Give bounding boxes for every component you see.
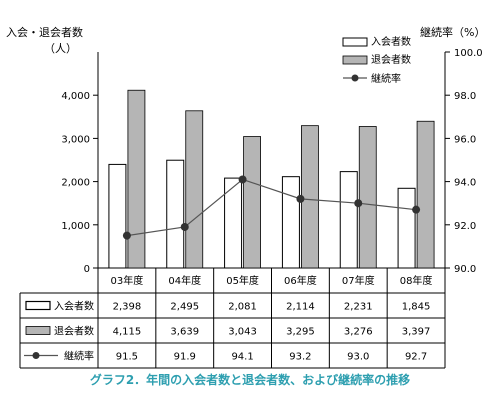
table-cell: 91.5 xyxy=(116,352,138,363)
left-tick-label: 3,000 xyxy=(61,134,90,145)
table-cell: 91.9 xyxy=(174,352,196,363)
right-axis-title: 継続率（%） xyxy=(420,25,485,39)
bar-nyukai xyxy=(397,187,416,269)
bar-taikai xyxy=(416,120,435,269)
point-keizoku xyxy=(296,194,305,203)
right-tick-label: 98.0 xyxy=(454,91,476,102)
right-tick-label: 96.0 xyxy=(454,134,476,145)
legend-label-keizoku: 継続率 xyxy=(371,72,401,85)
table-cell: 93.2 xyxy=(289,352,311,363)
point-keizoku xyxy=(412,205,421,214)
table-cell: 2,114 xyxy=(286,302,315,313)
table-key-marker xyxy=(32,352,40,359)
chart-caption: グラフ2．年間の入会者数と退会者数、および継続率の推移 xyxy=(90,372,410,387)
table-row-header: 退会者数 xyxy=(54,325,94,338)
table-row-header: 継続率 xyxy=(64,350,94,363)
table-cell: 93.0 xyxy=(347,352,369,363)
bar-nyukai xyxy=(224,177,243,269)
right-tick-label: 92.0 xyxy=(454,221,476,232)
left-axis-title: 入会・退会者数 xyxy=(6,26,83,39)
table-cell: 3,639 xyxy=(170,327,199,338)
table-cell: 3,295 xyxy=(286,327,315,338)
point-keizoku xyxy=(238,175,247,184)
legend-label-taikai: 退会者数 xyxy=(371,53,411,66)
bar-nyukai xyxy=(108,163,127,269)
table-row-header: 入会者数 xyxy=(54,300,94,313)
table-key-swatch xyxy=(25,300,51,311)
point-keizoku xyxy=(122,231,131,240)
bar-taikai xyxy=(301,125,319,269)
legend-swatch-taikai xyxy=(342,55,368,65)
left-axis-unit: （人） xyxy=(44,42,77,55)
table-cell: 3,276 xyxy=(344,327,373,338)
legend-marker-keizoku xyxy=(351,74,359,82)
table-cell: 2,231 xyxy=(344,302,373,313)
left-tick-label: 0 xyxy=(84,264,90,275)
table-cell: 94.1 xyxy=(231,352,253,363)
line-keizoku xyxy=(126,178,417,237)
category-label: 08年度 xyxy=(400,274,433,287)
bar-taikai xyxy=(358,126,377,269)
table-cell: 3,043 xyxy=(228,327,257,338)
category-label: 03年度 xyxy=(111,274,144,287)
table-cell: 2,081 xyxy=(228,302,257,313)
right-tick-label: 90.0 xyxy=(454,264,476,275)
category-label: 07年度 xyxy=(342,274,375,287)
right-tick-label: 100.0 xyxy=(454,48,483,59)
category-label: 06年度 xyxy=(284,274,317,287)
bar-nyukai xyxy=(166,159,185,269)
legend-swatch-nyukai xyxy=(342,37,368,47)
category-label: 04年度 xyxy=(168,274,201,287)
table-cell: 2,495 xyxy=(170,302,199,313)
left-tick-label: 1,000 xyxy=(61,221,90,232)
bar-taikai xyxy=(127,89,146,269)
table-key-swatch xyxy=(25,326,51,335)
bar-nyukai xyxy=(339,171,358,269)
table-cell: 1,845 xyxy=(402,302,431,313)
point-keizoku xyxy=(180,222,189,231)
table-cell: 4,115 xyxy=(113,327,142,338)
bar-taikai xyxy=(185,110,204,269)
table-cell: 2,398 xyxy=(113,302,142,313)
table-cell: 3,397 xyxy=(402,327,431,338)
left-tick-label: 4,000 xyxy=(61,91,90,102)
point-keizoku xyxy=(354,199,363,208)
bar-nyukai xyxy=(281,176,300,269)
legend-label-nyukai: 入会者数 xyxy=(371,35,411,48)
category-label: 05年度 xyxy=(226,274,259,287)
left-tick-label: 2,000 xyxy=(61,178,90,189)
right-tick-label: 94.0 xyxy=(454,178,476,189)
bar-taikai xyxy=(243,136,261,269)
table-cell: 92.7 xyxy=(405,352,427,363)
